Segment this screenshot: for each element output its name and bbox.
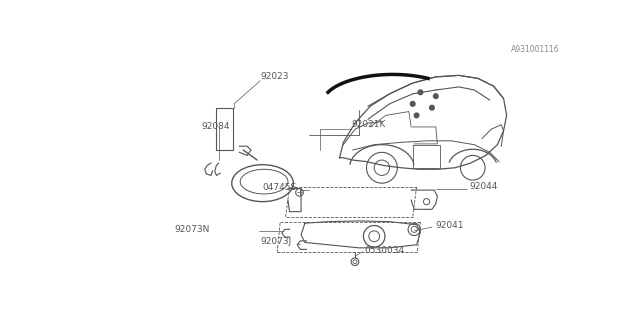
Text: 92023: 92023	[260, 72, 289, 81]
Text: 0530034: 0530034	[364, 246, 404, 255]
Text: 92073N: 92073N	[174, 225, 209, 234]
Text: A931001116: A931001116	[511, 45, 560, 54]
Bar	[216, 108, 234, 150]
Circle shape	[414, 113, 419, 118]
Circle shape	[410, 101, 415, 106]
Text: 92044: 92044	[469, 182, 497, 191]
Text: 92021K: 92021K	[351, 120, 385, 129]
Text: 92084: 92084	[201, 123, 230, 132]
Circle shape	[429, 105, 435, 110]
Circle shape	[433, 94, 438, 99]
Circle shape	[418, 90, 422, 95]
Text: 04745S: 04745S	[262, 182, 297, 191]
Text: 92073J: 92073J	[260, 237, 291, 246]
Text: 92041: 92041	[436, 221, 464, 230]
